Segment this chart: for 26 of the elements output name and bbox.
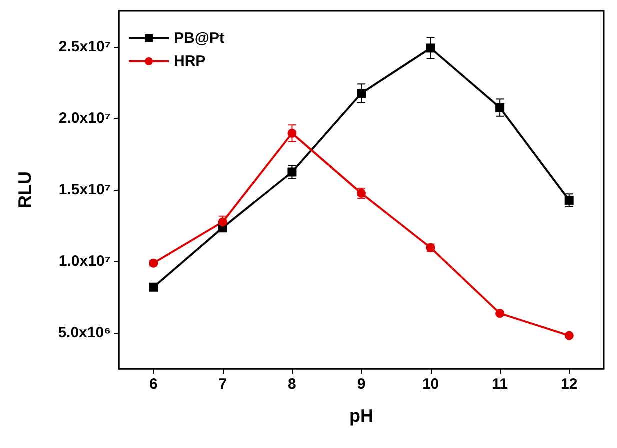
legend-label: PB@Pt (174, 30, 224, 47)
y-tick-label: 5.0x10⁶ (58, 324, 111, 342)
x-tick-label: 6 (149, 376, 158, 393)
x-tick-label: 8 (288, 376, 296, 393)
point (564, 196, 574, 205)
x-axis-title: pH (350, 406, 374, 426)
x-tick-label: 9 (357, 376, 366, 393)
x-tick-label: 12 (561, 376, 578, 393)
point (218, 218, 228, 227)
y-tick-label: 2.0x10⁷ (58, 110, 111, 127)
y-tick-label: 1.5x10⁷ (58, 182, 111, 198)
point (149, 282, 158, 292)
point (426, 44, 436, 53)
point (496, 309, 505, 318)
legend-label: HRP (174, 53, 206, 70)
y-tick-label: 1.0x10⁷ (58, 253, 111, 270)
point (564, 331, 574, 340)
y-axis-title: RLU (15, 172, 35, 208)
x-tick-label: 7 (218, 376, 228, 393)
point (357, 88, 366, 98)
point (288, 168, 297, 177)
x-tick-label: 10 (422, 376, 440, 393)
x-tick-label: 11 (492, 376, 508, 393)
point (288, 128, 297, 138)
point (496, 103, 505, 112)
y-tick-label: 2.5x10⁷ (58, 38, 111, 56)
